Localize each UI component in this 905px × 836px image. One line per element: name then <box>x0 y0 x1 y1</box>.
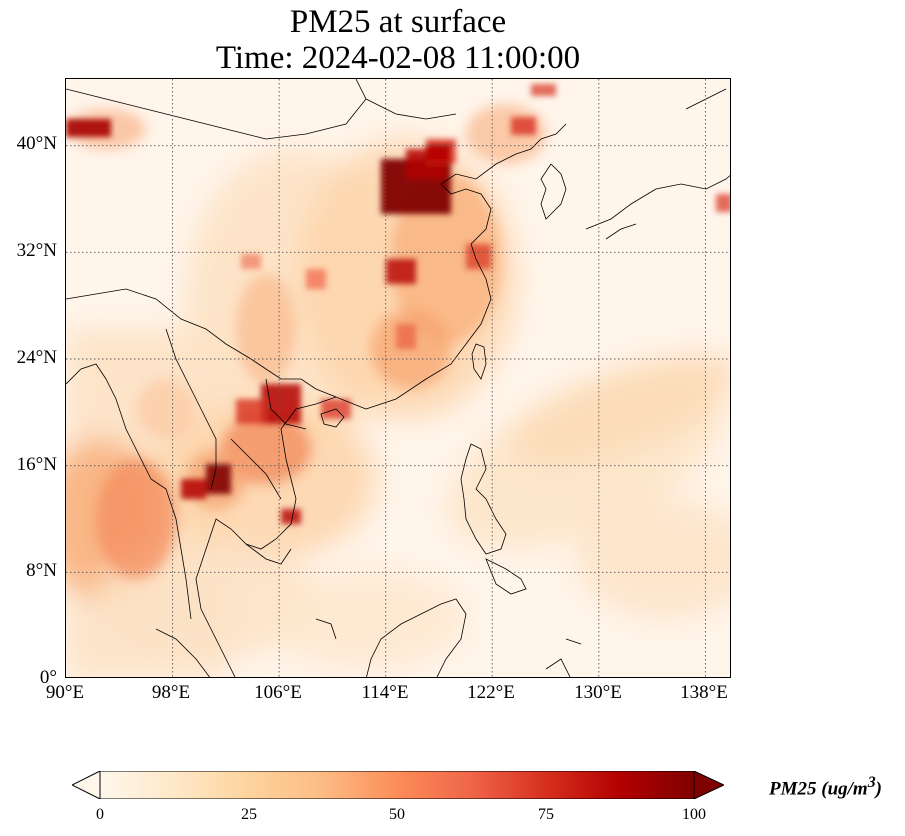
title-line-2: Time: 2024-02-08 11:00:00 <box>215 40 581 76</box>
colorbar-gradient <box>99 771 695 799</box>
lon-tick-130e: 130°E <box>574 682 622 703</box>
colorbar-label: PM25 (ug/m3) <box>769 774 882 800</box>
lat-tick-8n: 8°N <box>26 560 57 581</box>
lon-tick-106e: 106°E <box>254 682 302 703</box>
lat-tick-32n: 32°N <box>16 240 57 261</box>
lat-tick-40n: 40°N <box>16 133 57 154</box>
coastlines <box>66 79 730 677</box>
lat-tick-24n: 24°N <box>16 347 57 368</box>
colorbar-tick-25: 25 <box>241 806 257 823</box>
colorbar-label-close: ) <box>875 778 882 800</box>
map-plot-area[interactable] <box>65 78 731 678</box>
title-line-1: PM25 at surface <box>289 4 507 40</box>
colorbar-min-extend <box>72 771 101 799</box>
map-gridlines <box>66 79 730 677</box>
lon-tick-138e: 138°E <box>680 682 728 703</box>
map-title: PM25 at surface Time: 2024-02-08 11:00:0… <box>65 4 731 76</box>
colorbar-max-extend <box>693 771 724 799</box>
lon-tick-122e: 122°E <box>467 682 515 703</box>
colorbar-label-exponent: 3 <box>867 774 876 791</box>
colorbar <box>72 771 724 799</box>
colorbar-label-text: PM25 (ug/m <box>769 778 868 800</box>
colorbar-tick-75: 75 <box>538 806 554 823</box>
lat-tick-16n: 16°N <box>16 454 57 475</box>
lon-tick-90e: 90°E <box>45 682 85 703</box>
lon-tick-114e: 114°E <box>361 682 409 703</box>
lon-tick-98e: 98°E <box>151 682 191 703</box>
colorbar-tick-0: 0 <box>96 806 104 823</box>
lat-tick-0: 0° <box>39 667 57 688</box>
colorbar-tick-50: 50 <box>389 806 405 823</box>
colorbar-tick-100: 100 <box>682 806 706 823</box>
map-canvas <box>66 79 730 677</box>
